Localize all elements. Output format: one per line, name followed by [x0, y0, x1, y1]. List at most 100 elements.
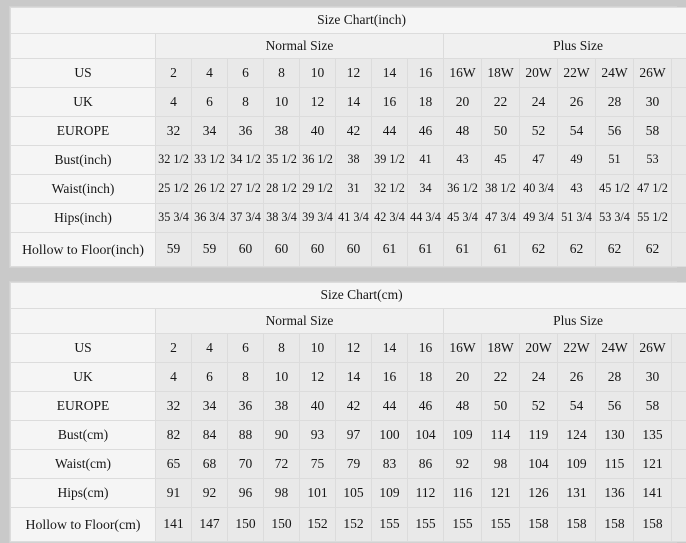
size-chart-cm: Size Chart(cm) Normal Size Plus Size US … — [9, 281, 677, 543]
cell-us-tail — [672, 59, 686, 88]
cell-bust-8: 43 — [444, 146, 482, 175]
cell-europe-13: 58 — [634, 392, 672, 421]
cell-us-5: 12 — [336, 334, 372, 363]
cell-us-0: 2 — [156, 334, 192, 363]
cell-hips-4: 101 — [300, 479, 336, 508]
cell-hips-9: 47 3/4 — [482, 204, 520, 233]
cell-europe-9: 50 — [482, 392, 520, 421]
row-label-hips: Hips(cm) — [11, 479, 156, 508]
cell-bust-6: 39 1/2 — [372, 146, 408, 175]
cell-hollow-9: 61 — [482, 233, 520, 267]
cell-hips-12: 53 3/4 — [596, 204, 634, 233]
cell-hips-13: 55 1/2 — [634, 204, 672, 233]
row-label-waist: Waist(cm) — [11, 450, 156, 479]
cell-europe-6: 44 — [372, 392, 408, 421]
cell-us-7: 16 — [408, 59, 444, 88]
cell-uk-2: 8 — [228, 88, 264, 117]
cell-us-8: 16W — [444, 59, 482, 88]
cell-bust-0: 82 — [156, 421, 192, 450]
cell-uk-5: 14 — [336, 363, 372, 392]
cell-waist-7: 86 — [408, 450, 444, 479]
cell-waist-11: 109 — [558, 450, 596, 479]
cell-hollow-12: 62 — [596, 233, 634, 267]
cell-us-11: 22W — [558, 59, 596, 88]
cell-uk-tail — [672, 363, 686, 392]
cell-hollow-13: 158 — [634, 508, 672, 542]
cell-hips-5: 41 3/4 — [336, 204, 372, 233]
cell-bust-6: 100 — [372, 421, 408, 450]
row-label-uk: UK — [11, 363, 156, 392]
cell-uk-9: 22 — [482, 363, 520, 392]
cell-europe-11: 54 — [558, 392, 596, 421]
cell-waist-2: 70 — [228, 450, 264, 479]
table-row-waist: Waist(inch) 25 1/2 26 1/2 27 1/2 28 1/2 … — [11, 175, 686, 204]
cell-hollow-10: 62 — [520, 233, 558, 267]
cell-uk-2: 8 — [228, 363, 264, 392]
cell-hollow-3: 150 — [264, 508, 300, 542]
cell-uk-7: 18 — [408, 88, 444, 117]
cell-hollow-5: 152 — [336, 508, 372, 542]
table-row-us: US 2 4 6 8 10 12 14 16 16W 18W 20W 22W 2… — [11, 59, 686, 88]
cell-us-9: 18W — [482, 59, 520, 88]
cell-bust-4: 93 — [300, 421, 336, 450]
cell-europe-12: 56 — [596, 117, 634, 146]
cell-hips-12: 136 — [596, 479, 634, 508]
cell-hips-2: 37 3/4 — [228, 204, 264, 233]
cell-uk-4: 12 — [300, 88, 336, 117]
row-label-hollow: Hollow to Floor(cm) — [11, 508, 156, 542]
cell-hollow-0: 141 — [156, 508, 192, 542]
cell-waist-9: 38 1/2 — [482, 175, 520, 204]
cell-us-3: 8 — [264, 59, 300, 88]
cell-hips-tail — [672, 204, 686, 233]
cell-europe-1: 34 — [192, 117, 228, 146]
cell-bust-11: 124 — [558, 421, 596, 450]
table-row-hips: Hips(cm) 91 92 96 98 101 105 109 112 116… — [11, 479, 686, 508]
cell-uk-8: 20 — [444, 363, 482, 392]
table-row-europe: EUROPE 32 34 36 38 40 42 44 46 48 50 52 … — [11, 392, 686, 421]
cell-bust-tail — [672, 146, 686, 175]
cell-uk-9: 22 — [482, 88, 520, 117]
row-label-waist: Waist(inch) — [11, 175, 156, 204]
cell-hollow-10: 158 — [520, 508, 558, 542]
group-header-blank — [11, 34, 156, 59]
cell-uk-5: 14 — [336, 88, 372, 117]
cell-europe-2: 36 — [228, 392, 264, 421]
cell-hips-10: 49 3/4 — [520, 204, 558, 233]
cell-hollow-8: 61 — [444, 233, 482, 267]
row-label-hollow: Hollow to Floor(inch) — [11, 233, 156, 267]
cell-us-2: 6 — [228, 59, 264, 88]
cell-uk-12: 28 — [596, 363, 634, 392]
cell-hips-2: 96 — [228, 479, 264, 508]
cell-europe-tail — [672, 392, 686, 421]
cell-hollow-13: 62 — [634, 233, 672, 267]
table-row-europe: EUROPE 32 34 36 38 40 42 44 46 48 50 52 … — [11, 117, 686, 146]
row-label-us: US — [11, 59, 156, 88]
table-row-bust: Bust(cm) 82 84 88 90 93 97 100 104 109 1… — [11, 421, 686, 450]
cell-bust-7: 41 — [408, 146, 444, 175]
cell-hollow-1: 59 — [192, 233, 228, 267]
cell-europe-3: 38 — [264, 392, 300, 421]
cell-uk-13: 30 — [634, 363, 672, 392]
cell-us-12: 24W — [596, 59, 634, 88]
group-header-blank — [11, 309, 156, 334]
row-label-hips: Hips(inch) — [11, 204, 156, 233]
cell-hips-13: 141 — [634, 479, 672, 508]
table-row-uk: UK 4 6 8 10 12 14 16 18 20 22 24 26 28 3… — [11, 363, 686, 392]
cell-europe-7: 46 — [408, 117, 444, 146]
cell-waist-8: 36 1/2 — [444, 175, 482, 204]
cell-europe-10: 52 — [520, 392, 558, 421]
cell-europe-tail — [672, 117, 686, 146]
cell-bust-12: 130 — [596, 421, 634, 450]
cell-hips-3: 38 3/4 — [264, 204, 300, 233]
cell-uk-6: 16 — [372, 363, 408, 392]
cell-europe-8: 48 — [444, 392, 482, 421]
cell-waist-0: 25 1/2 — [156, 175, 192, 204]
cell-bust-4: 36 1/2 — [300, 146, 336, 175]
cell-bust-9: 45 — [482, 146, 520, 175]
cell-hips-10: 126 — [520, 479, 558, 508]
cell-hips-6: 42 3/4 — [372, 204, 408, 233]
cell-uk-0: 4 — [156, 363, 192, 392]
cell-us-9: 18W — [482, 334, 520, 363]
cell-hollow-tail — [672, 233, 686, 267]
cell-bust-12: 51 — [596, 146, 634, 175]
